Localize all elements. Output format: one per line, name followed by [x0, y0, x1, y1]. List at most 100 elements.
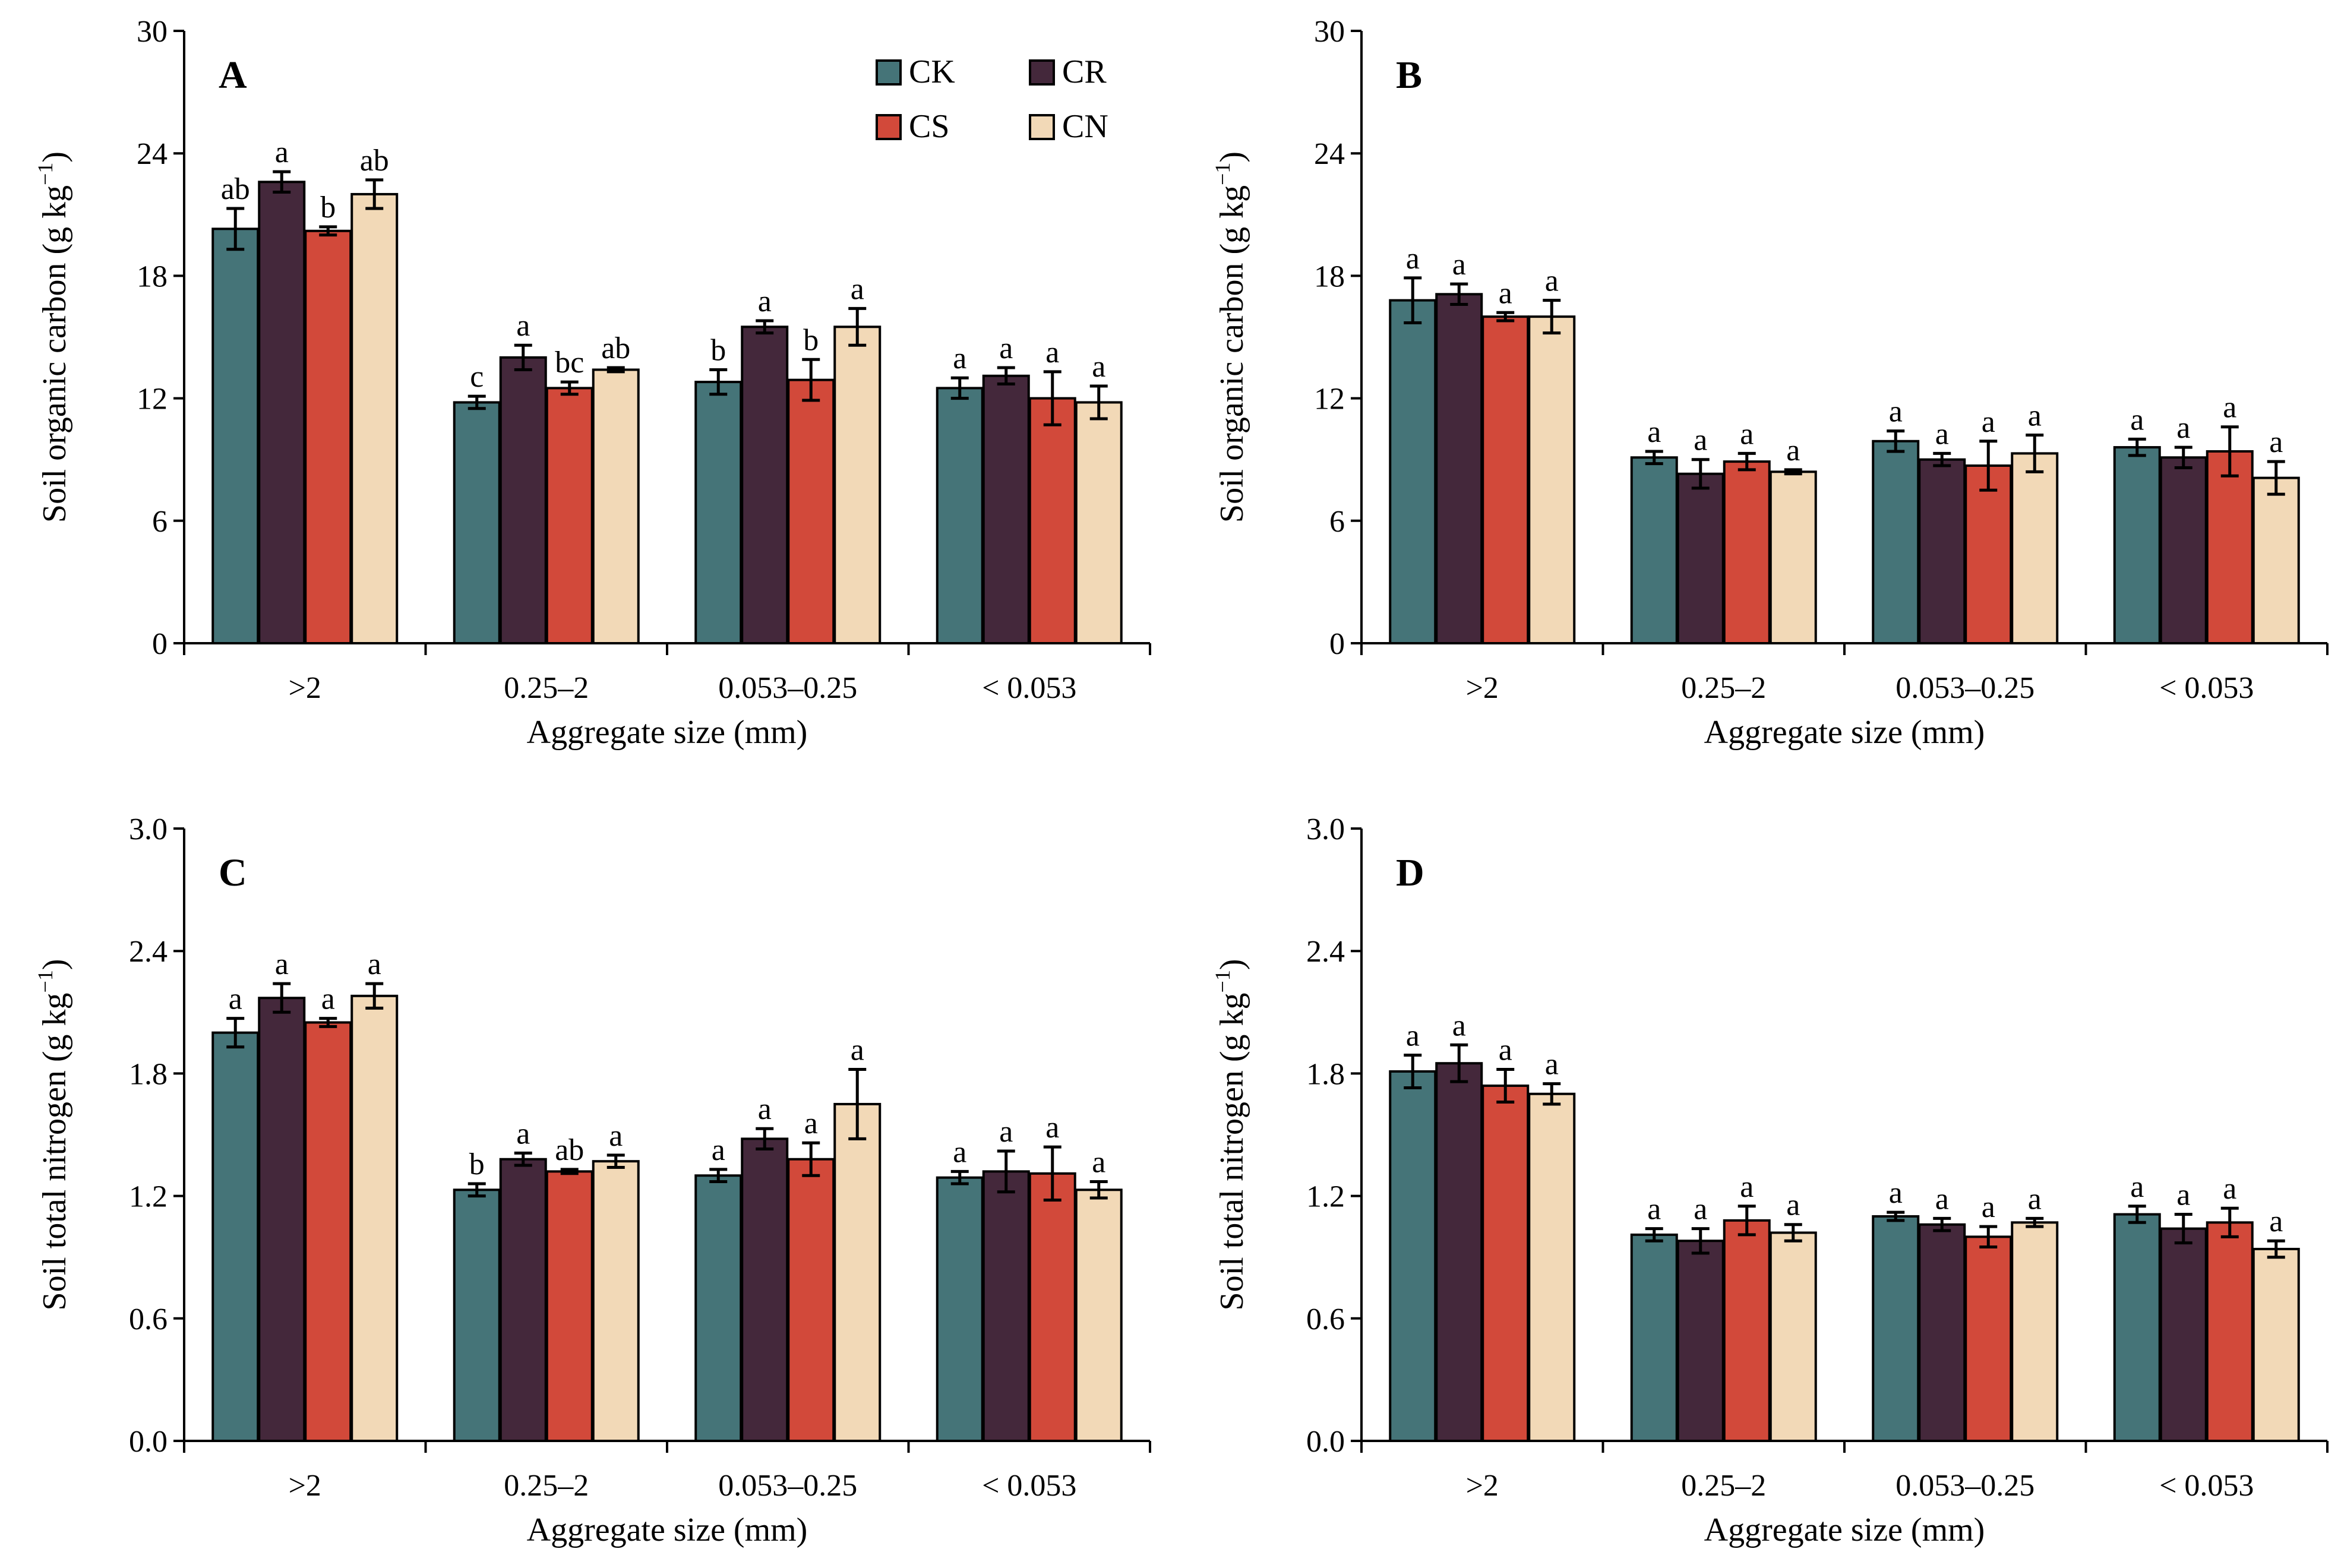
significance-label: a [229, 982, 242, 1016]
panel-letter: A [219, 53, 247, 97]
y-tick-label: 24 [1314, 137, 1345, 171]
y-axis-title-superscript: −1 [1211, 163, 1234, 185]
y-tick-label: 6 [152, 505, 168, 539]
significance-label: a [1982, 405, 1995, 439]
bar-cn [350, 192, 399, 644]
bar-cs [787, 378, 835, 644]
significance-label: a [1499, 276, 1512, 310]
y-axis-title-text: Soil total nitrogen (g kg [1214, 992, 1250, 1310]
bar-cs [1723, 460, 1771, 644]
significance-label: a [2130, 403, 2144, 437]
bar-cs [304, 229, 352, 644]
panel-letter: D [1396, 851, 1424, 894]
x-axis-title: Aggregate size (mm) [527, 1512, 808, 1548]
significance-label: a [1982, 1190, 1995, 1224]
legend-label-cn: CN [1062, 108, 1108, 145]
y-tick-label: 12 [137, 382, 168, 416]
significance-label: a [1452, 248, 1466, 282]
legend-swatch-cn [1029, 114, 1055, 140]
bar-ck [1389, 1070, 1437, 1443]
y-tick-label: 3.0 [129, 813, 168, 846]
legend-swatch-cr [1029, 59, 1055, 86]
bar-ck [2113, 446, 2161, 645]
x-tick-label: 0.053–0.25 [1895, 671, 2034, 705]
bar-cn [2252, 476, 2300, 644]
bar-cr [2159, 1227, 2207, 1442]
bar-ck [694, 381, 743, 645]
y-tick-label: 30 [1314, 15, 1345, 49]
significance-label: a [1740, 417, 1754, 451]
bar-cr [1918, 458, 1966, 644]
legend-label-ck: CK [909, 53, 955, 90]
x-tick-label: < 0.053 [982, 1469, 1076, 1503]
bar-ck [936, 1176, 984, 1443]
y-axis-title-text: Soil total nitrogen (g kg [36, 992, 73, 1310]
significance-label: a [1647, 1193, 1661, 1226]
bar-cs [545, 387, 593, 645]
significance-label: a [1786, 1188, 1800, 1222]
bar-cr [258, 997, 306, 1442]
significance-label: a [2223, 391, 2236, 425]
significance-label: a [2028, 1182, 2042, 1216]
y-axis-title: Soil total nitrogen (g kg−1) [33, 959, 73, 1310]
bar-cs [1964, 464, 2013, 644]
bar-cn [833, 1102, 882, 1442]
significance-label: a [1499, 1033, 1512, 1067]
x-tick-label: 0.25–2 [504, 1469, 589, 1503]
bar-cs [1028, 1172, 1076, 1442]
significance-label: a [2028, 399, 2042, 432]
y-tick-label: 0.0 [129, 1425, 168, 1459]
y-tick-label: 3.0 [1306, 813, 1345, 846]
y-tick-label: 1.2 [129, 1180, 168, 1214]
x-tick-label: 0.25–2 [1681, 1469, 1766, 1503]
legend-swatch-ck [876, 59, 902, 86]
significance-label: a [1935, 417, 1949, 451]
significance-label: ab [360, 144, 389, 178]
bar-cr [1676, 1240, 1724, 1443]
significance-label: a [2130, 1170, 2144, 1204]
bar-cs [1723, 1219, 1771, 1443]
significance-label: b [710, 333, 726, 367]
significance-label: ab [555, 1133, 584, 1167]
y-axis-title-superscript: −1 [33, 163, 57, 185]
bar-cs [1964, 1235, 2013, 1442]
bar-cr [741, 325, 789, 644]
y-tick-label: 0 [152, 627, 168, 661]
significance-label: bc [555, 346, 584, 380]
significance-label: a [368, 947, 381, 981]
bar-ck [1630, 1233, 1678, 1443]
legend-label-cr: CR [1062, 53, 1107, 90]
x-tick-label: >2 [1466, 671, 1499, 705]
significance-label: a [275, 947, 289, 981]
y-tick-label: 1.8 [129, 1057, 168, 1091]
significance-label: a [2269, 1205, 2283, 1238]
bar-cr [741, 1137, 789, 1442]
significance-label: b [469, 1147, 485, 1181]
significance-label: a [1889, 395, 1903, 429]
significance-label: a [953, 1135, 966, 1169]
bar-cn [1075, 1188, 1123, 1443]
bar-cn [1769, 470, 1817, 644]
bar-cn [592, 368, 640, 645]
y-axis-title-end: ) [36, 959, 73, 970]
y-tick-label: 2.4 [129, 935, 168, 969]
legend-swatch-cs [876, 114, 902, 140]
y-tick-label: 2.4 [1306, 935, 1345, 969]
bar-cn [2011, 452, 2059, 644]
bar-cr [2159, 456, 2207, 644]
x-tick-label: < 0.053 [2159, 671, 2254, 705]
bar-cn [1528, 1092, 1576, 1443]
bar-cn [833, 325, 882, 644]
significance-label: a [1889, 1176, 1903, 1210]
bar-cn [350, 994, 399, 1442]
bar-cs [787, 1158, 835, 1442]
significance-label: a [851, 1033, 864, 1067]
significance-label: b [803, 323, 819, 357]
x-tick-label: 0.053–0.25 [718, 1469, 857, 1503]
y-axis-title-superscript: −1 [33, 970, 57, 992]
bar-ck [211, 227, 260, 644]
x-tick-label: 0.25–2 [1681, 671, 1766, 705]
